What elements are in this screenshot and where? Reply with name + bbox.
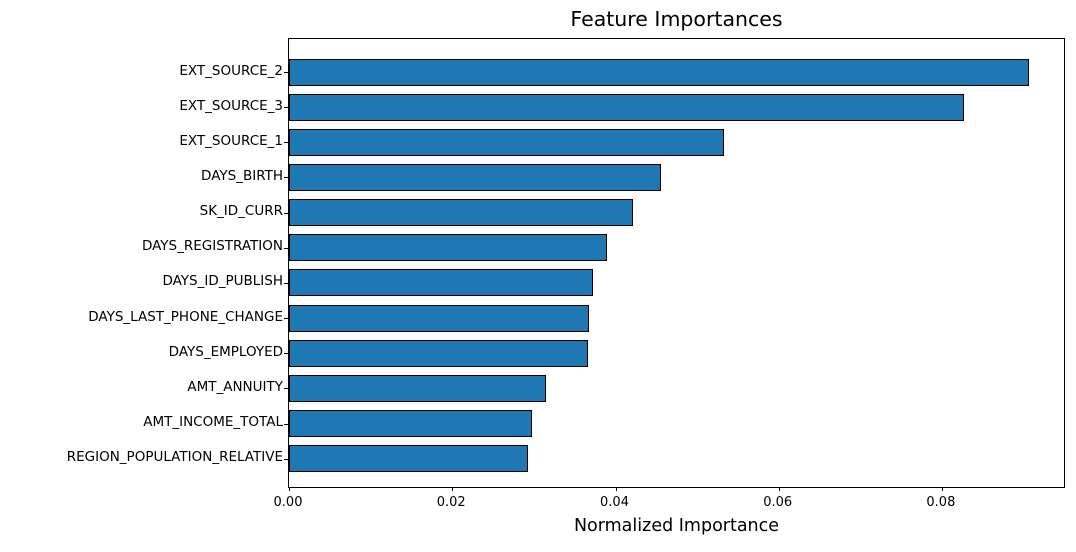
bar-ext-source-1 [289, 128, 724, 156]
y-tick-label: DAYS_ID_PUBLISH [162, 273, 283, 290]
x-tick-label: 0.04 [600, 495, 629, 510]
y-tick-label: EXT_SOURCE_3 [179, 97, 283, 114]
y-tick-mark [284, 212, 288, 214]
y-tick-mark [284, 177, 288, 179]
x-tick-label: 0.00 [273, 495, 303, 510]
y-tick-mark [284, 282, 288, 284]
y-tick-mark [284, 142, 288, 144]
bar-days-last-phone-change [289, 304, 590, 332]
bar-amt-annuity [289, 374, 547, 402]
plot-area [284, 38, 1065, 491]
y-tick-label: DAYS_LAST_PHONE_CHANGE [88, 308, 283, 325]
x-tick-label: 0.08 [926, 495, 956, 510]
y-tick-label: SK_ID_CURR [199, 203, 283, 220]
y-tick-label: DAYS_BIRTH [201, 167, 283, 184]
x-tick-mark [941, 487, 943, 491]
bar-ext-source-2 [289, 58, 1029, 86]
bar-amt-income-total [289, 410, 533, 438]
bar-days-employed [289, 339, 588, 367]
x-tick-mark [452, 487, 454, 491]
y-tick-label: EXT_SOURCE_1 [179, 132, 283, 149]
y-tick-mark [284, 318, 288, 320]
x-tick-mark [615, 487, 617, 491]
y-tick-mark [284, 72, 288, 73]
x-axis-label: Normalized Importance [573, 516, 780, 536]
y-tick-label: REGION_POPULATION_RELATIVE [66, 449, 283, 466]
y-tick-label: AMT_ANNUITY [187, 378, 283, 395]
y-tick-mark [284, 353, 288, 355]
y-tick-label: DAYS_REGISTRATION [141, 238, 283, 255]
bar-days-id-publish [289, 269, 594, 297]
bar-sk-id-curr [289, 199, 634, 227]
y-tick-label: DAYS_EMPLOYED [168, 343, 283, 360]
x-tick-mark [778, 487, 780, 491]
y-tick-mark [284, 458, 288, 460]
y-tick-mark [284, 388, 288, 390]
y-tick-mark [284, 423, 288, 425]
x-tick-label: 0.02 [436, 495, 466, 510]
y-tick-label: AMT_INCOME_TOTAL [143, 414, 283, 431]
y-tick-label: EXT_SOURCE_2 [179, 62, 283, 79]
y-tick-mark [284, 107, 288, 109]
bar-ext-source-3 [289, 93, 964, 121]
bar-days-registration [289, 234, 607, 262]
y-tick-mark [284, 247, 288, 249]
bar-region-population-relative [289, 445, 529, 473]
chart-title: Feature Importances [570, 7, 783, 31]
x-tick-label: 0.06 [763, 495, 793, 510]
x-tick-mark [289, 487, 290, 491]
bar-days-birth [289, 163, 662, 191]
